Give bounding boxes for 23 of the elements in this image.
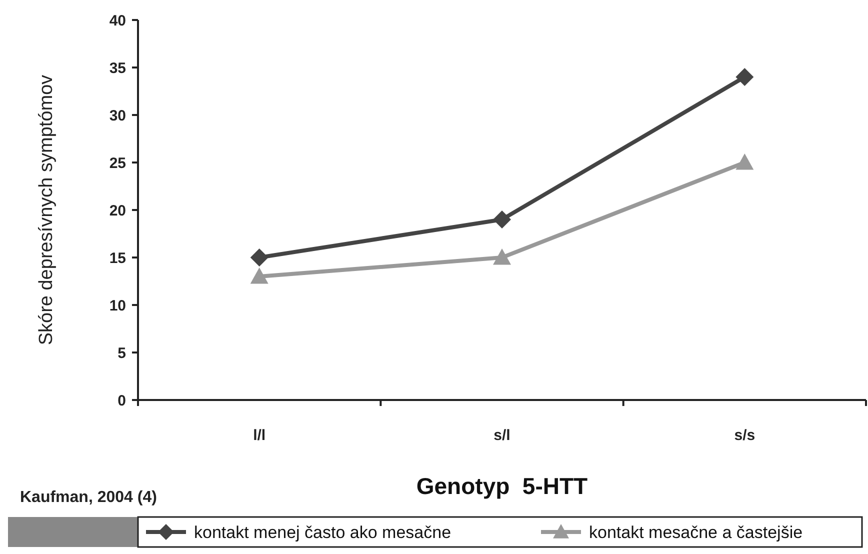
legend-label: kontakt menej často ako mesačne [194,522,452,542]
y-tick-label: 30 [109,107,126,124]
y-tick-label: 40 [109,12,126,30]
y-tick-label: 20 [109,202,126,220]
point [250,268,268,284]
y-tick-label: 10 [109,297,126,314]
legend-label: kontakt mesačne a častejšie [589,522,803,542]
x-axis-title: Genotyp 5-HTT [416,473,588,499]
text: Kaufman, 2004 (4) [20,489,157,506]
y-tick-label: 15 [109,250,126,267]
y-axis-title: Skóre depresívnych symptómov [36,74,57,346]
y-tick-label: 5 [118,344,126,362]
point [736,68,754,86]
point [493,248,511,265]
y-tick-label: 25 [109,154,126,172]
x-tick-label: l/l [253,427,266,444]
x-tick-label: s/l [494,427,510,444]
y-tick-label: 0 [118,392,126,410]
point [250,248,268,266]
y-tick-label: 35 [109,60,126,77]
point [736,154,754,170]
x-tick-label: s/s [734,427,756,444]
point [493,210,511,228]
